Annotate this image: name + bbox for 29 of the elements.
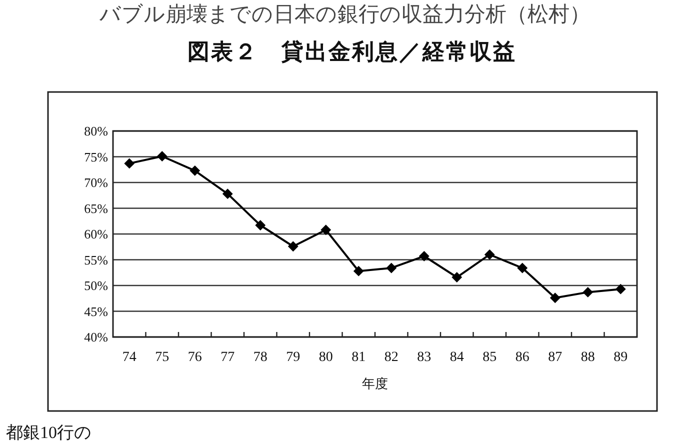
xtick: 83: [417, 350, 432, 365]
xtick: 78: [253, 350, 268, 365]
ytick: 75%: [84, 149, 108, 164]
xlabel: 年度: [362, 376, 388, 391]
ytick: 55%: [84, 252, 108, 268]
annotation: バブル崩壊までの日本の銀行の収益力分析（松村）: [100, 2, 590, 26]
xtick: 79: [286, 350, 300, 365]
xtick: 80: [318, 350, 333, 365]
xtick: 82: [384, 350, 398, 365]
ytick: 70%: [84, 175, 108, 190]
annotation: 都銀10行の: [6, 423, 91, 442]
ytick: 50%: [84, 278, 108, 293]
xtick: 86: [515, 350, 530, 365]
xtick: 88: [580, 350, 595, 365]
xtick: 85: [482, 350, 497, 365]
ytick: 40%: [84, 330, 108, 344]
ytick: 65%: [84, 200, 108, 216]
ytick: 80%: [84, 124, 108, 138]
xtick: 87: [548, 350, 562, 365]
xtick: 84: [450, 350, 464, 365]
xtick: 75: [155, 350, 170, 365]
ytick: 45%: [84, 304, 108, 319]
xtick: 81: [352, 350, 366, 365]
xtick: 89: [614, 350, 628, 365]
xtick: 77: [220, 350, 235, 365]
title: 図表２ 貸出金利息／経常収益: [188, 39, 516, 64]
ytick: 60%: [84, 226, 108, 242]
xtick: 74: [122, 350, 136, 365]
xtick: 76: [188, 350, 202, 365]
